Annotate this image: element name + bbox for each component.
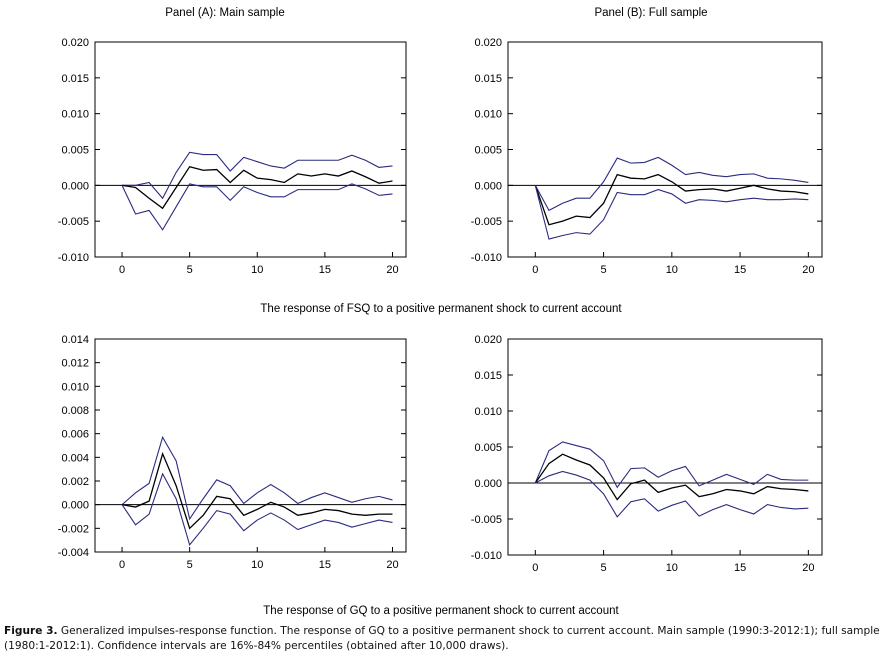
- x-tick-label: 5: [187, 264, 193, 276]
- series-response-line: [121, 451, 393, 530]
- y-tick-label: -0.004: [58, 547, 89, 559]
- y-tick-label: 0.005: [474, 442, 502, 454]
- y-tick-label: 0.000: [474, 180, 502, 192]
- caption-label: Figure 3.: [4, 625, 58, 637]
- y-tick-label: 0.010: [474, 109, 502, 121]
- y-tick-label: 0.000: [61, 500, 89, 512]
- series-upper-line: [534, 441, 809, 489]
- x-tick-label: 5: [187, 559, 193, 571]
- y-tick-label: 0.008: [61, 405, 89, 417]
- plot-frame: [507, 41, 823, 258]
- series-upper-line: [534, 156, 809, 212]
- y-tick-label: -0.005: [471, 216, 502, 228]
- x-tick-label: 0: [532, 562, 538, 574]
- x-tick-label: 20: [802, 562, 814, 574]
- y-tick-label: 0.020: [474, 334, 502, 346]
- x-tick-label: 15: [319, 264, 331, 276]
- series-response-line: [534, 453, 809, 501]
- series-lower-line: [535, 470, 809, 518]
- x-tick-label: 15: [734, 264, 746, 276]
- x-tick-label: 20: [386, 559, 398, 571]
- x-tick-label: 0: [119, 264, 125, 276]
- panel-1: 0.020 0.015 0.010 0.005 0.000 -0.005 -0.010 0 5 1…: [58, 37, 407, 276]
- series-upper-line: [121, 435, 393, 521]
- y-tick-label: 0.006: [61, 429, 89, 441]
- y-tick-label: -0.005: [58, 216, 89, 228]
- y-tick-label: 0.010: [474, 406, 502, 418]
- y-tick-label: 0.000: [61, 180, 89, 192]
- y-tick-label: -0.002: [58, 523, 89, 535]
- y-tick-label: 0.010: [61, 381, 89, 393]
- y-tick-label: -0.010: [471, 252, 502, 264]
- y-tick-label: 0.015: [474, 370, 502, 382]
- panel-b-title: Panel (B): Full sample: [594, 7, 707, 19]
- x-tick-label: 20: [386, 264, 398, 276]
- panel-4: 0.020 0.015 0.010 0.005 0.000 -0.005 -0.010 0 5 1…: [471, 334, 823, 574]
- y-tick-label: 0.020: [61, 37, 89, 49]
- y-tick-label: 0.004: [61, 452, 89, 464]
- x-tick-label: 15: [319, 559, 331, 571]
- row1-label: The response of FSQ to a positive perman…: [260, 303, 622, 315]
- y-tick-label: 0.005: [474, 145, 502, 157]
- row2-label: The response of GQ to a positive permane…: [263, 605, 619, 617]
- series-lower-line: [121, 472, 393, 547]
- y-tick-label: 0.015: [61, 73, 89, 85]
- x-tick-label: 10: [251, 264, 263, 276]
- panel-a-title: Panel (A): Main sample: [165, 7, 285, 19]
- x-tick-label: 10: [666, 562, 678, 574]
- plot-frame: [94, 338, 407, 553]
- y-tick-label: 0.020: [474, 37, 502, 49]
- y-tick-label: 0.000: [474, 478, 502, 490]
- y-tick-label: -0.005: [471, 514, 502, 526]
- x-tick-label: 0: [119, 559, 125, 571]
- y-tick-label: 0.010: [61, 109, 89, 121]
- y-tick-label: 0.002: [61, 476, 89, 488]
- caption-text: Generalized impulses-response function. …: [4, 625, 880, 652]
- x-tick-label: 15: [734, 562, 746, 574]
- series-lower-line: [534, 185, 809, 240]
- y-tick-label: 0.012: [61, 358, 89, 370]
- x-tick-label: 5: [601, 562, 607, 574]
- figure-caption: Figure 3. Generalized impulses-response …: [4, 624, 882, 654]
- x-tick-label: 5: [601, 264, 607, 276]
- impulse-response-figure: Panel (A): Main sample Panel (B): Full s…: [58, 7, 823, 617]
- panel-3: 0.014 0.012 0.010 0.008 0.006 0.004 0.002 0.000…: [58, 334, 407, 571]
- plot-frame: [94, 41, 407, 258]
- y-tick-label: 0.015: [474, 73, 502, 85]
- y-tick-label: -0.010: [58, 252, 89, 264]
- panel-2: 0.020 0.015 0.010 0.005 0.000 -0.005 -0.010 0 5 1…: [471, 37, 823, 276]
- y-tick-label: -0.010: [471, 550, 502, 562]
- y-tick-label: 0.005: [61, 145, 89, 157]
- series-response-line: [121, 165, 393, 210]
- y-tick-label: 0.014: [61, 334, 89, 346]
- series-lower-line: [121, 183, 393, 231]
- series-upper-line: [122, 151, 393, 200]
- x-tick-label: 0: [532, 264, 538, 276]
- x-tick-label: 10: [251, 559, 263, 571]
- series-response-line: [534, 173, 809, 226]
- x-tick-label: 20: [802, 264, 814, 276]
- x-tick-label: 10: [666, 264, 678, 276]
